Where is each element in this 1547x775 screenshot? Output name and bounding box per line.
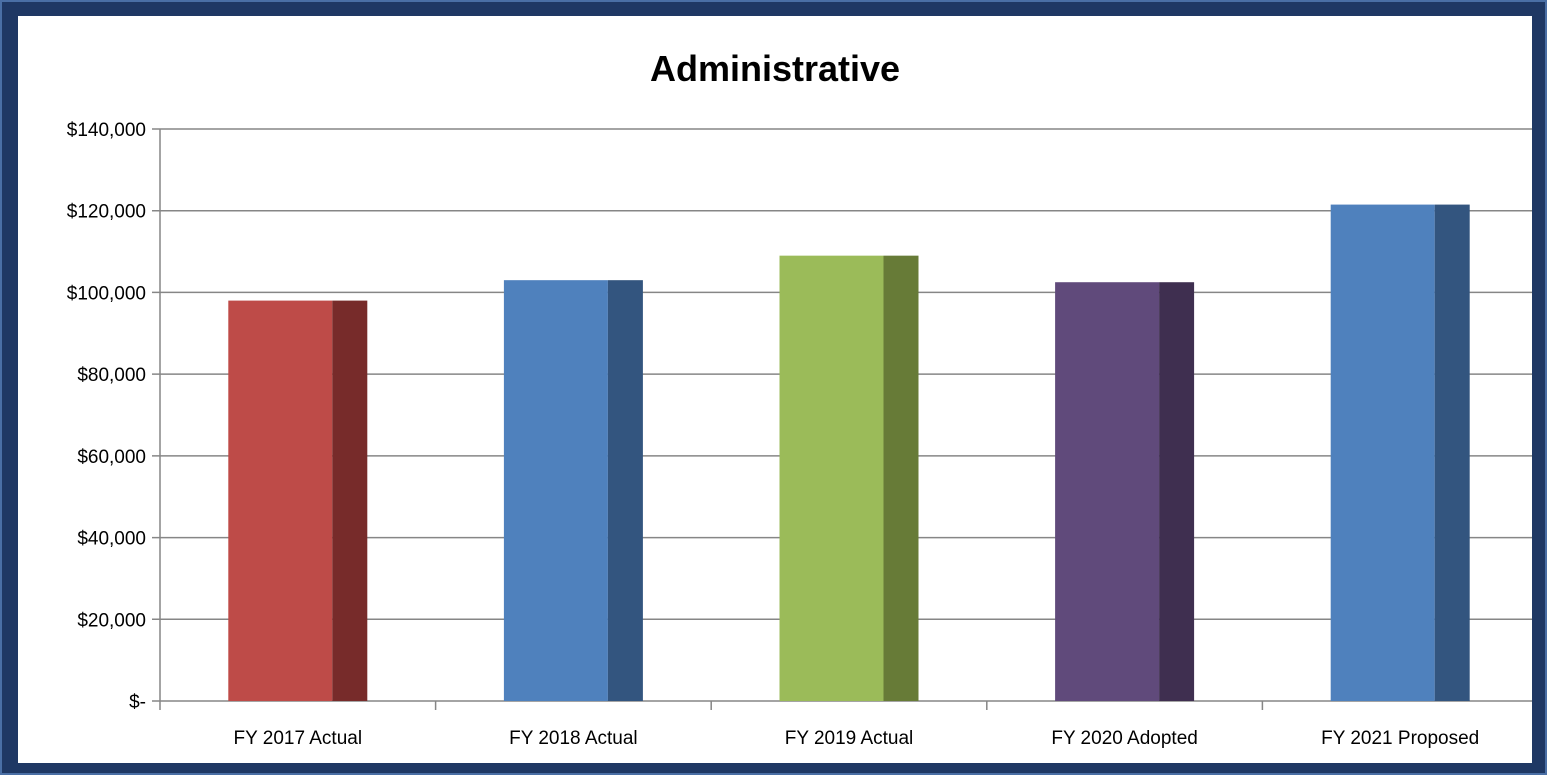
y-tick-label: $20,000	[77, 610, 146, 631]
x-tick-labels: FY 2017 Actual FY 2018 Actual FY 2019 Actu…	[234, 728, 1480, 749]
bar	[1330, 204, 1470, 702]
bar	[1055, 282, 1195, 701]
bar-front	[1330, 204, 1435, 702]
x-tick-label: FY 2020 Adopted	[1051, 728, 1198, 749]
y-tick-label: $80,000	[77, 365, 146, 386]
bar	[779, 255, 919, 701]
y-tick-labels: $- $20,000 $40,000 $60,000 $80,000 $100,000 $1…	[67, 120, 146, 713]
bar	[228, 300, 368, 701]
bar-front	[228, 300, 333, 701]
bar-side	[607, 280, 643, 701]
y-tick-label: $100,000	[67, 283, 146, 304]
y-tick-label: $120,000	[67, 202, 146, 223]
bar-side	[1159, 282, 1195, 701]
bar-side	[332, 300, 368, 701]
chart-title: Administrative	[649, 48, 901, 89]
y-tick-label: $140,000	[67, 120, 146, 141]
y-tick-label: $60,000	[77, 447, 146, 468]
y-tick-label: $-	[129, 692, 146, 713]
bar-chart: $- $20,000 $40,000 $60,000 $80,000 $100,000 $1…	[67, 120, 1532, 749]
chart-panel: Administrative $- $20,000 $40,000 $60,000 $8…	[18, 16, 1532, 763]
x-tick-label: FY 2018 Actual	[509, 728, 638, 749]
y-tick-label: $40,000	[77, 529, 146, 550]
bar-front	[1055, 282, 1160, 701]
x-tick-label: FY 2021 Proposed	[1321, 728, 1479, 749]
bars	[228, 204, 1470, 702]
bar-side	[1434, 204, 1470, 702]
bar-front	[503, 280, 608, 701]
x-tick-label: FY 2019 Actual	[785, 728, 914, 749]
bar-front	[779, 255, 884, 701]
bar	[503, 280, 643, 701]
axes	[159, 129, 1264, 710]
x-tick-label: FY 2017 Actual	[234, 728, 363, 749]
bar-side	[883, 255, 919, 701]
